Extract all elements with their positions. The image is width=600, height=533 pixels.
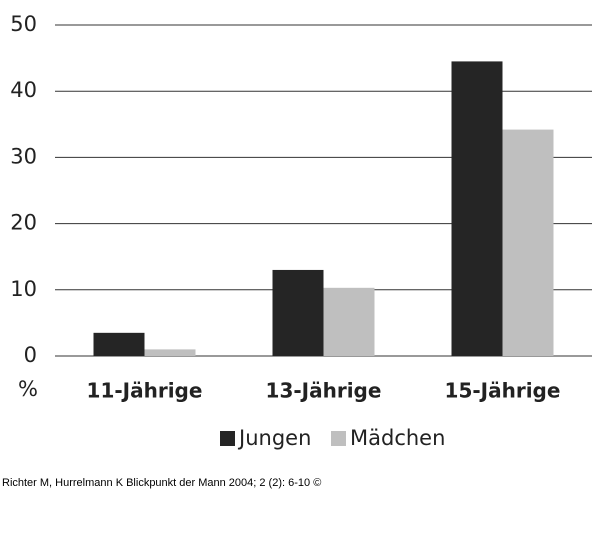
source: Richter M, Hurrelmann K Blickpunkt der M…	[2, 477, 321, 489]
bar	[93, 332, 145, 356]
bar	[144, 349, 196, 356]
y-tick-label: 10	[10, 277, 37, 301]
x-tick-label: 15-Jährige	[445, 379, 561, 403]
y-tick-label: 20	[10, 211, 37, 235]
x-tick-label: 13-Jährige	[266, 379, 382, 403]
bar	[451, 61, 503, 356]
y-tick-label: 0	[24, 343, 37, 367]
y-tick-label: 40	[10, 78, 37, 102]
y-tick-label: 30	[10, 144, 37, 168]
legend-swatch	[331, 431, 346, 446]
legend-label: Mädchen	[350, 426, 445, 450]
x-tick-label: 11-Jährige	[87, 379, 203, 403]
y-tick-label: 50	[10, 12, 37, 36]
bar	[502, 129, 554, 356]
bar	[272, 269, 324, 356]
bar	[323, 287, 375, 356]
legend-swatch	[220, 431, 235, 446]
y-axis-label: %	[18, 377, 38, 401]
legend-label: Jungen	[237, 426, 311, 450]
